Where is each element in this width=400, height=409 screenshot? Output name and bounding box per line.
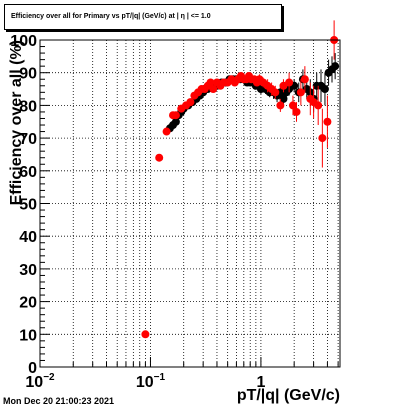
data-point [314,101,323,110]
y-tick-label: 20 [19,295,37,312]
data-point [276,101,285,110]
x-tick-label: 1 [256,374,265,391]
data-point [331,62,340,71]
chart-title: Efficiency over all for Primary vs pT/|q… [11,13,211,20]
y-tick-label: 80 [19,98,37,115]
data-point [279,94,288,103]
x-axis-label: pT/|q| (GeV/c) [237,387,340,404]
plot-frame [39,39,341,368]
data-point [171,117,180,126]
data-point [186,98,195,107]
y-tick-label: 70 [19,131,37,148]
data-point [320,85,329,94]
data-point [162,127,171,136]
data-point [323,117,332,126]
data-point [141,330,150,339]
y-tick-label: 60 [19,164,37,181]
y-tick-label: 90 [19,66,37,83]
data-point [318,134,327,143]
data-point [209,85,218,94]
data-point [171,111,180,120]
y-tick-label: 100 [10,33,37,50]
y-tick-label: 40 [19,229,37,246]
x-tick-label: 10−2 [25,372,55,391]
y-tick-label: 50 [19,197,37,214]
data-point [206,78,215,87]
data-point [271,88,280,97]
y-tick-label: 0 [28,360,37,377]
title-box: Efficiency over all for Primary vs pT/|q… [4,4,282,30]
data-point [300,75,309,84]
y-axis-label: Efficiency over all (%) [8,40,25,205]
data-point [296,88,305,97]
data-point [288,101,297,110]
data-point [155,153,164,162]
data-point [292,107,301,116]
x-tick-label: 10−1 [136,372,166,391]
data-point [285,78,294,87]
timestamp: Mon Dec 20 21:00:23 2021 [3,396,115,406]
y-tick-label: 30 [19,262,37,279]
y-tick-label: 10 [19,327,37,344]
